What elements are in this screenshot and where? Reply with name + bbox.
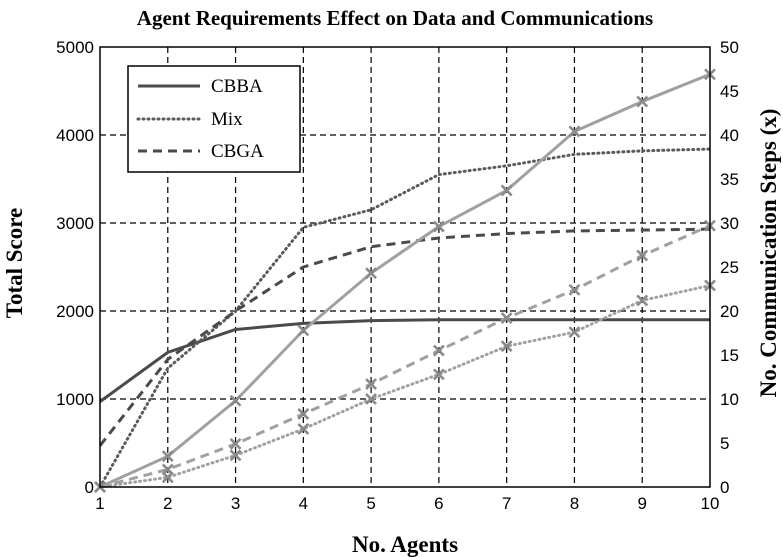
data-point-mix-comm-steps (365, 393, 378, 405)
x-tick-label: 4 (299, 494, 308, 513)
gridlines (100, 47, 710, 487)
y-tick-label: 5000 (56, 38, 94, 57)
data-point-cbga-comm-steps (365, 378, 378, 390)
data-point-cbga-comm-steps (297, 408, 310, 420)
legend-label-mix: Mix (211, 109, 243, 130)
data-point-cbba-comm-steps (161, 450, 174, 463)
chart-title: Agent Requirements Effect on Data and Co… (137, 6, 653, 30)
y-axis-label: Total Score (2, 208, 27, 319)
data-point-cbga-comm-steps (432, 344, 445, 357)
y-tick-label: 2000 (56, 302, 94, 321)
data-point-cbba-comm-steps (636, 95, 649, 108)
y-tick-label: 0 (85, 478, 94, 497)
y2-tick-label: 35 (720, 170, 739, 189)
data-point-mix-comm-steps (229, 449, 242, 462)
data-point-cbba-comm-steps (500, 184, 513, 197)
series-group (94, 68, 716, 493)
y2-tick-label: 20 (720, 302, 739, 321)
series-line-cbba (99, 318, 710, 403)
data-point-mix-comm-steps (500, 340, 513, 353)
data-point-cbba-comm-steps (365, 267, 378, 280)
data-point-mix-comm-steps (432, 368, 445, 381)
y-tick-label: 3000 (56, 214, 94, 233)
x-tick-label: 7 (502, 494, 511, 513)
series-line-cbga-comm-steps (99, 224, 711, 489)
legend-label-cbba: CBBA (211, 76, 263, 97)
series-line-mix-comm-steps (98, 283, 712, 489)
tick-labels: 1 2 3 4 5 6 7 8 9 1001000200030004000500005101520… (56, 38, 739, 513)
x-tick-label: 8 (570, 494, 579, 513)
data-point-cbga-comm-steps (636, 249, 649, 262)
data-point-mix-comm-steps (636, 294, 649, 307)
y2-tick-label: 45 (720, 82, 739, 101)
x-tick-label: 6 (434, 494, 443, 513)
data-point-cbba-comm-steps (568, 125, 581, 138)
y2-tick-label: 50 (720, 38, 739, 57)
x-tick-label: 5 (366, 494, 375, 513)
y2-tick-label: 0 (720, 478, 729, 497)
x-tick-label: 10 (701, 494, 720, 513)
data-point-mix-comm-steps (568, 326, 581, 339)
x-tick-label: 3 (231, 494, 240, 513)
y2-tick-label: 10 (720, 390, 739, 409)
data-point-cbga-comm-steps (161, 463, 174, 476)
data-point-cbga-comm-steps (229, 437, 242, 450)
data-point-cbga-comm-steps (568, 283, 581, 296)
x-tick-label: 9 (637, 494, 646, 513)
y2-tick-label: 25 (720, 258, 739, 277)
y2-tick-label: 40 (720, 126, 739, 145)
x-tick-label: 2 (163, 494, 172, 513)
y2-tick-label: 15 (720, 346, 739, 365)
series-line-cbba-comm-steps (99, 72, 711, 489)
plot-frame (99, 46, 711, 488)
data-point-cbga-comm-steps (500, 312, 513, 324)
x-tick-label: 1 (95, 494, 104, 513)
data-point-cbba-comm-steps (432, 220, 445, 233)
legend: CBBA Mix CBGA (127, 65, 301, 173)
y2-tick-label: 30 (720, 214, 739, 233)
data-point-mix-comm-steps (297, 423, 310, 435)
series-line-mix (98, 147, 712, 489)
y-tick-label: 4000 (56, 126, 94, 145)
legend-label-cbga: CBGA (211, 141, 264, 162)
y2-tick-label: 5 (720, 434, 729, 453)
data-point-cbba-comm-steps (297, 324, 310, 337)
y-tick-label: 1000 (56, 390, 94, 409)
x-axis-label: No. Agents (352, 532, 458, 557)
data-point-cbba-comm-steps (229, 394, 242, 407)
series-line-cbga (98, 227, 711, 447)
y2-axis-label: No. Communication Steps (x) (756, 109, 781, 398)
